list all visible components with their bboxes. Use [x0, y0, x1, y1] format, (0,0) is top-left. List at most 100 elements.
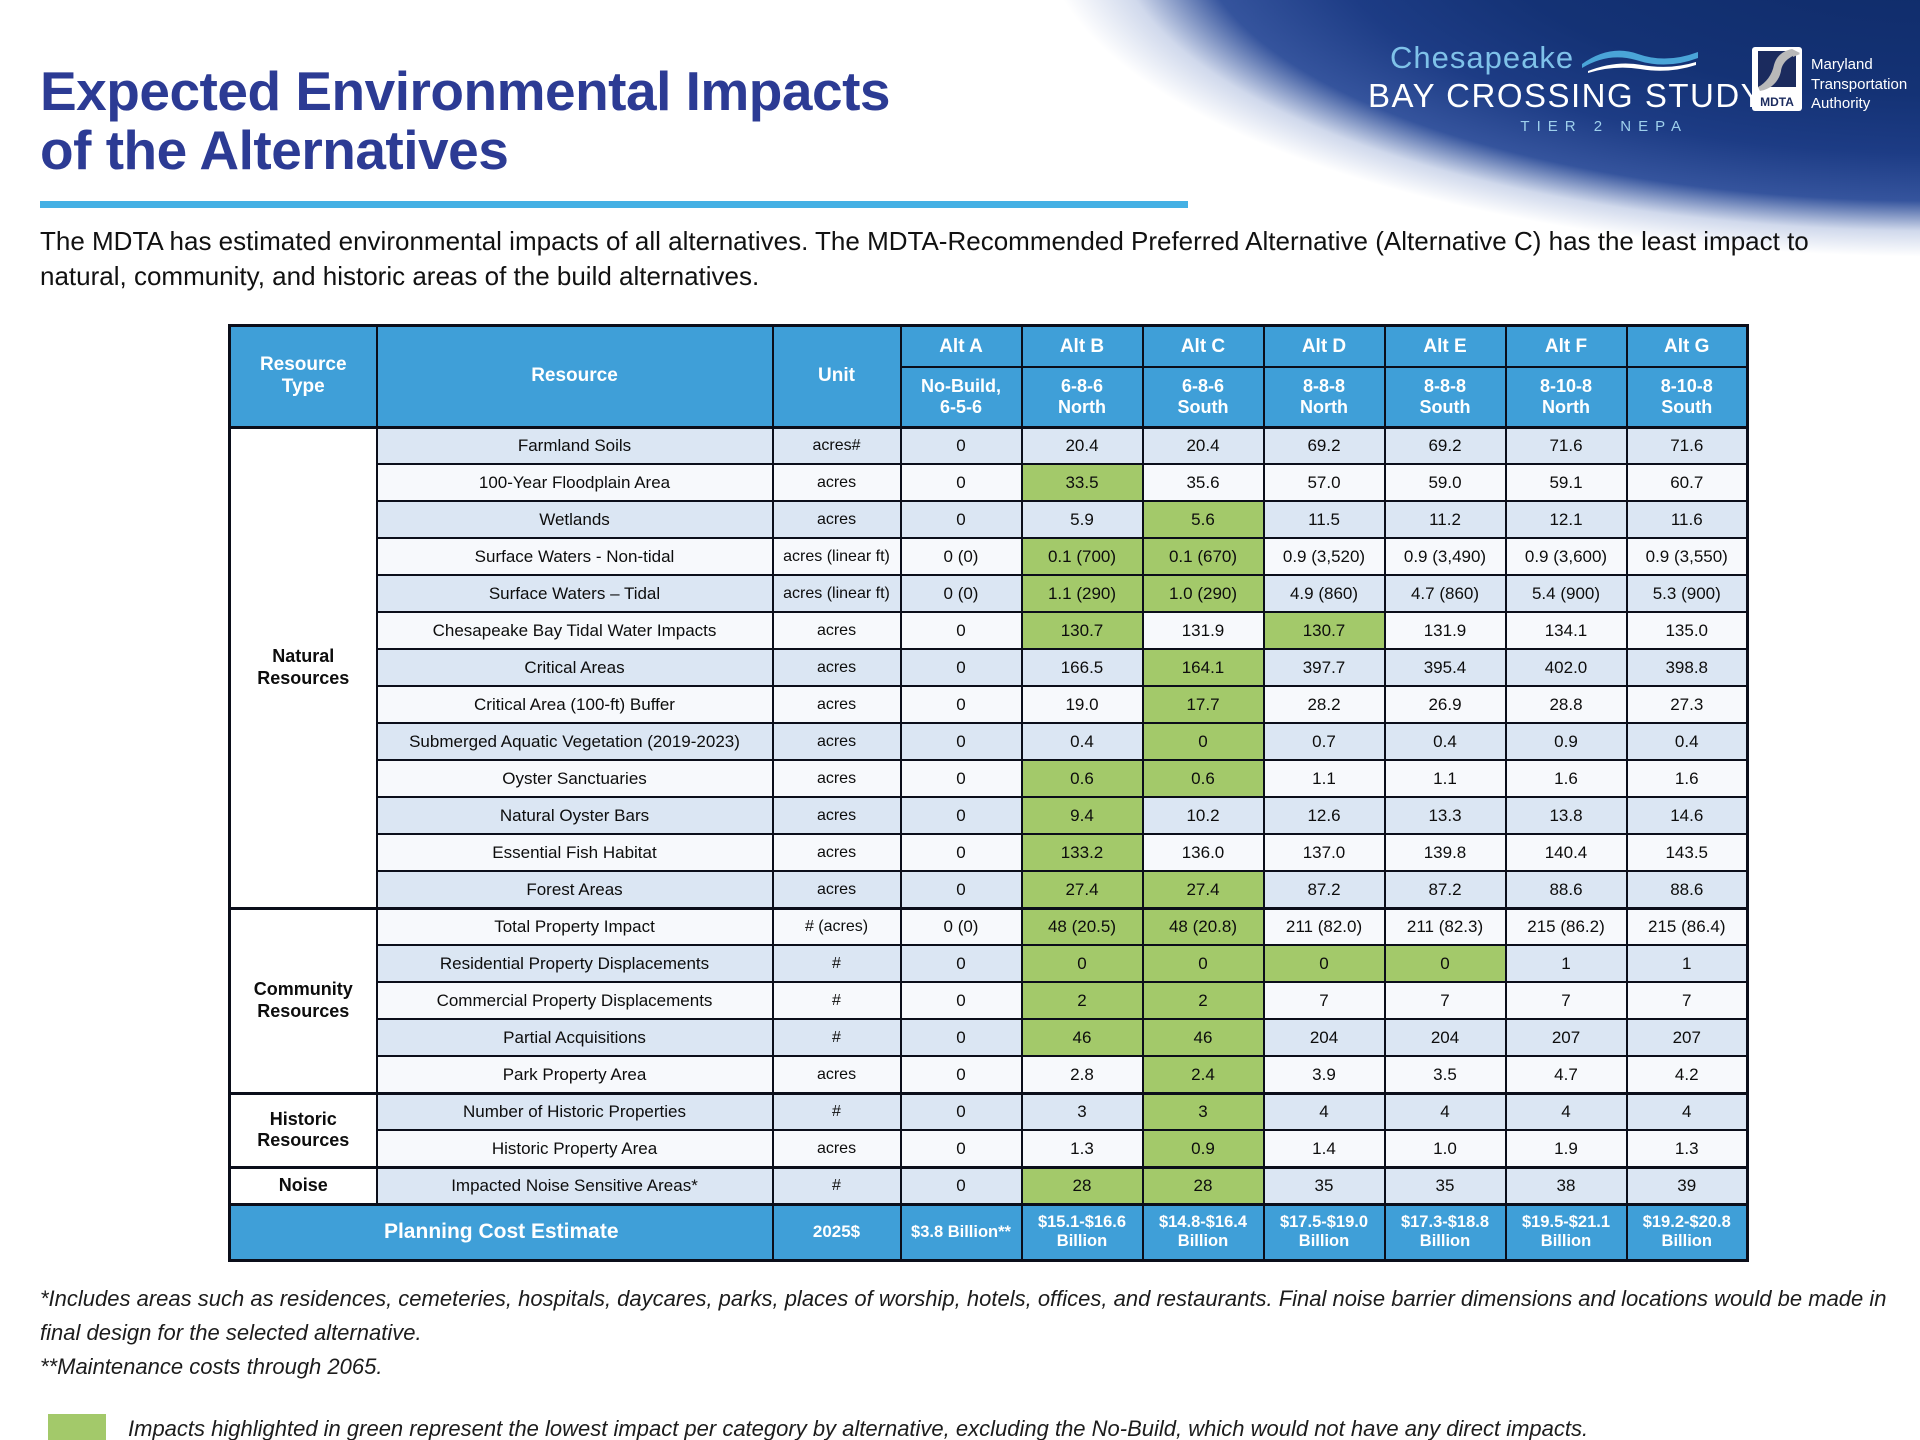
value-cell: 215 (86.2) — [1504, 906, 1628, 947]
alt-label-cell: Alt D — [1262, 324, 1386, 369]
value-cell: 0.1 (670) — [1141, 537, 1265, 577]
value-cell: 130.7 — [1262, 611, 1386, 651]
value-cell: 0 (0) — [899, 906, 1023, 947]
table-row: Surface Waters – Tidal acres (linear ft) 0… — [230, 574, 1749, 614]
resource-name-cell: Oyster Sanctuaries — [375, 759, 774, 799]
value-cell: 131.9 — [1383, 611, 1507, 651]
resource-type-header: Resource Type — [228, 324, 378, 429]
value-cell: 20.4 — [1141, 426, 1265, 466]
value-cell: 5.6 — [1141, 500, 1265, 540]
resource-name-cell: Critical Areas — [375, 648, 774, 688]
value-cell: 7 — [1625, 981, 1749, 1021]
table-row: Historic Property Area acres 0 1.3 0.9 1.4 1.0… — [230, 1129, 1749, 1169]
green-legend-swatch — [48, 1414, 106, 1440]
bay-crossing-study-logo: Chesapeake BAY CROSSING STUDY TIER 2 NEP… — [1368, 40, 1765, 135]
unit-cell: acres — [771, 796, 902, 836]
value-cell: 39 — [1625, 1165, 1749, 1206]
value-cell: 0.1 (700) — [1020, 537, 1144, 577]
value-cell: 5.4 (900) — [1504, 574, 1628, 614]
table-body: Natural Resources Farmland Soils acres# 0 20… — [228, 426, 1749, 1206]
value-cell: 130.7 — [1020, 611, 1144, 651]
resource-name-cell: Wetlands — [375, 500, 774, 540]
value-cell: 0 — [899, 1165, 1023, 1206]
table-row: 100-Year Floodplain Area acres 0 33.5 35.6 57… — [230, 463, 1749, 503]
value-cell: 0 — [899, 463, 1023, 503]
alt-config-cell: 8-10-8 North — [1504, 366, 1628, 429]
table-row: Historic Resources Number of Historic Pro… — [228, 1091, 1749, 1169]
table-row: Forest Areas acres 0 27.4 27.4 87.2 87.2 88.6 88… — [230, 870, 1749, 910]
green-legend: Impacts highlighted in green represent t… — [48, 1414, 1920, 1440]
resource-name-cell: Park Property Area — [375, 1055, 774, 1095]
value-cell: 46 — [1141, 1018, 1265, 1058]
value-cell: 4.2 — [1625, 1055, 1749, 1095]
value-cell: 1.9 — [1504, 1129, 1628, 1169]
alt-config-cell: 8-8-8 South — [1383, 366, 1507, 429]
alt-label-cell: Alt C — [1141, 324, 1265, 369]
value-cell: 88.6 — [1504, 870, 1628, 910]
value-cell: 0 — [899, 1091, 1023, 1132]
resource-name-cell: Number of Historic Properties — [375, 1091, 774, 1132]
value-cell: 4 — [1625, 1091, 1749, 1132]
value-cell: 5.3 (900) — [1625, 574, 1749, 614]
unit-cell: acres — [771, 500, 902, 540]
value-cell: 3.5 — [1383, 1055, 1507, 1095]
value-cell: 215 (86.4) — [1625, 906, 1749, 947]
value-cell: 4 — [1504, 1091, 1628, 1132]
table-row: Essential Fish Habitat acres 0 133.2 136.0 13… — [230, 833, 1749, 873]
value-cell: 28 — [1020, 1165, 1144, 1206]
value-cell: 0 — [1141, 944, 1265, 984]
value-cell: 0.9 (3,490) — [1383, 537, 1507, 577]
value-cell: 13.3 — [1383, 796, 1507, 836]
value-cell: 1.3 — [1625, 1129, 1749, 1169]
value-cell: 0.6 — [1141, 759, 1265, 799]
footnotes: *Includes areas such as residences, ceme… — [40, 1282, 1920, 1384]
value-cell: 211 (82.0) — [1262, 906, 1386, 947]
value-cell: 60.7 — [1625, 463, 1749, 503]
value-cell: 0 — [1020, 944, 1144, 984]
resource-name-cell: Surface Waters – Tidal — [375, 574, 774, 614]
cost-value-cell: $17.5-$19.0 Billion — [1262, 1203, 1386, 1262]
brand-main-text: BAY CROSSING STUDY — [1368, 77, 1765, 114]
value-cell: 133.2 — [1020, 833, 1144, 873]
value-cell: 0 — [899, 759, 1023, 799]
unit-header: Unit — [771, 324, 902, 429]
resource-header: Resource — [375, 324, 774, 429]
value-cell: 2 — [1020, 981, 1144, 1021]
unit-cell: # — [771, 1091, 902, 1132]
value-cell: 402.0 — [1504, 648, 1628, 688]
value-cell: 0 — [899, 1055, 1023, 1095]
value-cell: 9.4 — [1020, 796, 1144, 836]
value-cell: 27.4 — [1141, 870, 1265, 910]
unit-cell: acres — [771, 870, 902, 910]
value-cell: 166.5 — [1020, 648, 1144, 688]
value-cell: 4 — [1262, 1091, 1386, 1132]
value-cell: 1.6 — [1504, 759, 1628, 799]
value-cell: 33.5 — [1020, 463, 1144, 503]
table-row: Partial Acquisitions #0 46 46 204 204 207 207 — [230, 1018, 1749, 1058]
resource-name-cell: Critical Area (100-ft) Buffer — [375, 685, 774, 725]
value-cell: 1.1 — [1262, 759, 1386, 799]
resource-type-cell: Historic Resources — [228, 1091, 378, 1169]
value-cell: 69.2 — [1262, 426, 1386, 466]
resource-type-cell: Natural Resources — [228, 426, 378, 910]
value-cell: 7 — [1383, 981, 1507, 1021]
value-cell: 26.9 — [1383, 685, 1507, 725]
title-rule — [40, 200, 1188, 208]
value-cell: 0 — [899, 722, 1023, 762]
alt-configs-row: No-Build, 6-5-6 6-8-6 North 6-8-6 South 8-8… — [230, 366, 1749, 429]
cost-value-cell: $14.8-$16.4 Billion — [1141, 1203, 1265, 1262]
unit-cell: acres — [771, 1129, 902, 1169]
value-cell: 398.8 — [1625, 648, 1749, 688]
cost-value-cell: $3.8 Billion** — [899, 1203, 1023, 1262]
value-cell: 0 — [899, 870, 1023, 910]
value-cell: 207 — [1625, 1018, 1749, 1058]
value-cell: 164.1 — [1141, 648, 1265, 688]
value-cell: 87.2 — [1262, 870, 1386, 910]
value-cell: 0 (0) — [899, 574, 1023, 614]
intro-paragraph: The MDTA has estimated environmental imp… — [40, 225, 1809, 291]
alt-config-cell: No-Build, 6-5-6 — [899, 366, 1023, 429]
resource-name-cell: Surface Waters - Non-tidal — [375, 537, 774, 577]
table-footer: Planning Cost Estimate 2025$ $3.8 Billio… — [228, 1203, 1749, 1262]
value-cell: 204 — [1383, 1018, 1507, 1058]
value-cell: 11.2 — [1383, 500, 1507, 540]
